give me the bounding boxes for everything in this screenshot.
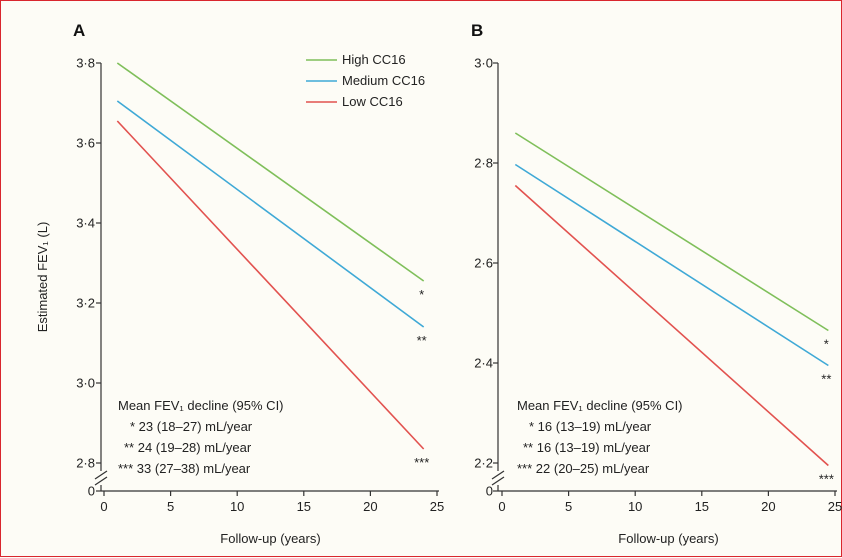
significance-marker: * — [419, 287, 424, 302]
annotation-line: ** 24 (19–28) mL/year — [124, 440, 252, 455]
annotation-line: ** 16 (13–19) mL/year — [523, 440, 651, 455]
panel-letter: B — [471, 21, 483, 40]
legend-label: Medium CC16 — [342, 73, 425, 88]
series-line-medium-cc16 — [514, 163, 829, 367]
x-tick-label: 15 — [695, 499, 709, 514]
series-line-high-cc16 — [116, 62, 425, 282]
panel-letter: A — [73, 21, 85, 40]
x-axis-title: Follow-up (years) — [618, 531, 718, 546]
significance-marker: * — [824, 337, 829, 352]
x-tick-label: 25 — [828, 499, 842, 514]
x-tick-label: 5 — [565, 499, 572, 514]
y-tick-label: 3·2 — [76, 296, 95, 311]
axis-break-mark — [94, 470, 108, 480]
y-tick-label: 2·6 — [474, 256, 493, 271]
annotation-line: *** 22 (20–25) mL/year — [517, 461, 650, 476]
series-line-medium-cc16 — [116, 100, 425, 328]
y-tick-label: 2·8 — [76, 456, 95, 471]
x-tick-label: 20 — [761, 499, 775, 514]
y-tick-label: 3·4 — [76, 216, 95, 231]
x-tick-label: 5 — [167, 499, 174, 514]
series-line-high-cc16 — [514, 132, 829, 332]
legend: High CC16 Medium CC16 Low CC16 — [306, 52, 425, 109]
series-line-low-cc16 — [116, 120, 425, 450]
y-tick-label: 3·8 — [76, 56, 95, 71]
series-line-low-cc16 — [514, 184, 829, 467]
axis-break-mark — [491, 476, 505, 486]
y-tick-label: 2·4 — [474, 356, 493, 371]
annotation-line: * 16 (13–19) mL/year — [529, 419, 652, 434]
y-tick-label: 3·0 — [474, 56, 493, 71]
annotation-title: Mean FEV₁ decline (95% CI) — [118, 398, 284, 413]
panel-a: A 0 2·8 3·0 3·2 3·4 3·6 3·8 0 5 10 15 20 25 Follow-up … — [73, 21, 444, 546]
axis-break-mark — [94, 476, 108, 486]
x-tick-label: 20 — [363, 499, 377, 514]
x-tick-label: 10 — [230, 499, 244, 514]
annotation-title: Mean FEV₁ decline (95% CI) — [517, 398, 683, 413]
significance-marker: *** — [819, 472, 834, 487]
legend-label: Low CC16 — [342, 94, 403, 109]
x-tick-label: 0 — [498, 499, 505, 514]
x-tick-label: 10 — [628, 499, 642, 514]
y-tick-label: 3·6 — [76, 136, 95, 151]
x-tick-label: 0 — [100, 499, 107, 514]
y-tick-label: 2·2 — [474, 456, 493, 471]
axis-break-mark — [491, 470, 505, 480]
y-tick-label: 3·0 — [76, 376, 95, 391]
x-tick-label: 15 — [297, 499, 311, 514]
legend-label: High CC16 — [342, 52, 406, 67]
x-axis-title: Follow-up (years) — [220, 531, 320, 546]
annotation-line: *** 33 (27–38) mL/year — [118, 461, 251, 476]
y-tick-label: 0 — [486, 484, 493, 499]
y-axis-title: Estimated FEV₁ (L) — [35, 222, 50, 333]
y-tick-label: 2·8 — [474, 156, 493, 171]
y-tick-label: 0 — [88, 484, 95, 499]
annotation-line: * 23 (18–27) mL/year — [130, 419, 253, 434]
significance-marker: ** — [417, 333, 427, 348]
significance-marker: *** — [414, 455, 429, 470]
x-tick-label: 25 — [430, 499, 444, 514]
panel-b: B 0 2·2 2·4 2·6 2·8 3·0 0 5 10 15 20 25 Follow-up (ye… — [471, 21, 842, 546]
significance-marker: ** — [821, 372, 831, 387]
